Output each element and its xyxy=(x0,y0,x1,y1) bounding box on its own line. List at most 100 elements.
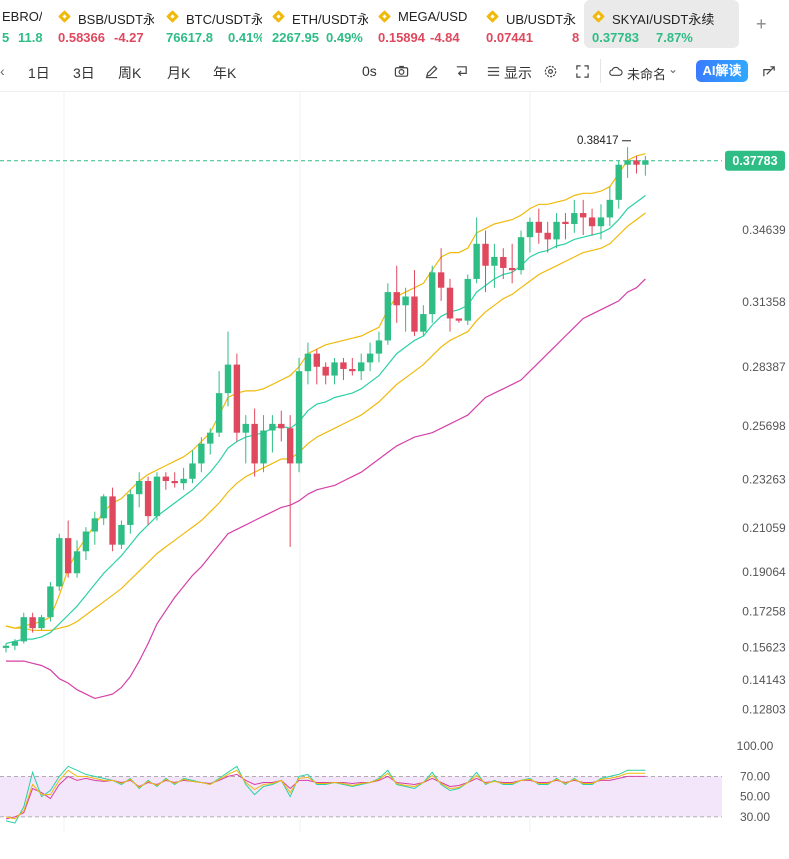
tab-symbol: EBRO/U xyxy=(2,9,42,24)
candle-body xyxy=(233,364,241,433)
timeframe-year[interactable]: 年K xyxy=(213,65,237,81)
coin-diamond-icon xyxy=(378,10,391,23)
candle-body xyxy=(455,318,463,321)
candle-body xyxy=(384,292,392,341)
timeframe-week[interactable]: 周K xyxy=(118,65,142,81)
candle-body xyxy=(366,353,374,363)
tab-change: 11.8 xyxy=(18,30,42,45)
fullscreen-icon[interactable] xyxy=(575,64,590,79)
candle-body xyxy=(127,494,134,525)
candle-body xyxy=(500,256,507,268)
candle-body xyxy=(2,645,10,648)
y-tick-label: 0.15623 xyxy=(742,640,786,654)
tab-change: 0.41% xyxy=(228,30,262,45)
candle-body xyxy=(358,362,365,372)
candle-body xyxy=(260,430,267,464)
rsi-line-3 xyxy=(5,769,646,820)
candle-body xyxy=(118,524,125,545)
tab-change: 0.49% xyxy=(326,30,363,45)
tab-symbol: MEGA/USD xyxy=(398,9,468,24)
y-tick-label: 0.25698 xyxy=(742,419,786,433)
tab-change: 7.87% xyxy=(656,30,693,45)
candle-body xyxy=(73,551,81,574)
y-tick-label: 0.31358 xyxy=(742,295,786,309)
candle-body xyxy=(544,232,551,240)
candle-body xyxy=(642,160,649,165)
share-icon[interactable] xyxy=(762,64,777,79)
tab-price: 0.15894 xyxy=(378,30,425,45)
candle-body xyxy=(402,296,409,306)
rsi-tick-label: 70.00 xyxy=(740,769,770,783)
market-tab-4[interactable]: MEGA/USD 0.15894 -4.84 xyxy=(378,0,474,48)
coin-diamond-icon xyxy=(486,10,499,23)
candle-body xyxy=(207,432,214,444)
candle-body xyxy=(517,237,525,271)
replay-icon[interactable] xyxy=(454,64,469,79)
ma-line xyxy=(5,212,646,631)
candle-body xyxy=(180,478,187,484)
settings-gear-icon[interactable] xyxy=(543,64,558,79)
candle-body xyxy=(597,217,605,227)
candle-body xyxy=(535,221,542,233)
boll-mid-line xyxy=(5,195,646,645)
candle-body xyxy=(64,538,72,574)
candle-body xyxy=(109,496,116,545)
candle-body xyxy=(189,463,196,479)
template-name[interactable]: 未命名 xyxy=(627,67,667,82)
timeframe-month[interactable]: 月K xyxy=(167,65,191,81)
candle-body xyxy=(420,314,427,332)
y-tick-label: 0.19064 xyxy=(742,565,786,579)
tab-price: 0.58366 xyxy=(58,30,105,45)
countdown-label[interactable]: 0s xyxy=(362,63,377,79)
pencil-icon[interactable] xyxy=(424,64,439,79)
candle-body xyxy=(82,531,90,552)
display-label[interactable]: 显示 xyxy=(504,65,532,81)
candle-body xyxy=(171,481,178,484)
display-settings-icon[interactable] xyxy=(486,64,501,79)
coin-diamond-icon xyxy=(166,10,179,23)
market-tab-5[interactable]: UB/USDT永 0.07441 8.6% xyxy=(486,0,580,48)
timeframe-1d[interactable]: 1日 xyxy=(28,65,50,81)
candle-body xyxy=(242,423,249,433)
candle-body xyxy=(313,353,320,367)
candle-body xyxy=(571,213,578,225)
market-tab-0[interactable]: EBRO/U 5 11.8 xyxy=(0,0,42,48)
ai-interpret-button[interactable]: AI解读 xyxy=(696,60,748,82)
market-tab-2[interactable]: BTC/USDT永 76617.8 0.41% xyxy=(166,0,262,48)
candle-body xyxy=(269,423,276,431)
market-tab-1[interactable]: BSB/USDT永 0.58366 -4.27 xyxy=(58,0,154,48)
candle-body xyxy=(136,481,143,495)
candle-body xyxy=(224,364,232,394)
add-tab-button[interactable]: + xyxy=(756,14,767,34)
candle-body xyxy=(349,368,356,372)
candle-body xyxy=(615,164,622,200)
coin-diamond-icon xyxy=(272,10,285,23)
y-tick-label: 0.23263 xyxy=(742,473,786,487)
rsi-tick-label: 50.00 xyxy=(740,790,770,804)
tab-price: 0.07441 xyxy=(486,30,533,45)
market-tab-3[interactable]: ETH/USDT永 2267.95 0.49% xyxy=(272,0,368,48)
candle-body xyxy=(464,278,471,321)
candle-body xyxy=(100,496,107,519)
timeframe-3d[interactable]: 3日 xyxy=(73,65,95,81)
market-tab-6[interactable]: SKYAI/USDT永续 0.37783 7.87% xyxy=(584,0,739,48)
candle-body xyxy=(162,476,170,481)
candle-body xyxy=(91,518,98,532)
chevron-down-icon[interactable]: ⌄ xyxy=(668,62,679,76)
chevron-left-icon[interactable]: ‹ xyxy=(0,63,5,79)
y-tick-label: 0.21059 xyxy=(742,521,786,535)
candle-body xyxy=(322,366,329,376)
candle-body xyxy=(251,423,258,464)
y-tick-label: 0.17258 xyxy=(742,605,786,619)
tab-change: -4.27 xyxy=(114,30,144,45)
chart-toolbar: ‹ 1日 3日 周K 月K 年K 0s 显示 未命名 ⌄ AI解读 xyxy=(0,57,789,87)
tab-price: 5 xyxy=(2,30,10,45)
camera-icon[interactable] xyxy=(394,64,409,79)
candle-body xyxy=(429,272,436,315)
market-tabs-bar: EBRO/U 5 11.8 BSB/USDT永 0.58366 -4.27 BTC/USDT… xyxy=(0,0,789,52)
candle-body xyxy=(38,617,45,629)
candle-body xyxy=(588,217,596,227)
candle-body xyxy=(153,476,161,517)
candle-body xyxy=(482,243,489,266)
candlestick-chart[interactable]: 0.34639 0.31358 0.28387 0.25698 0.23263 0.210… xyxy=(0,92,789,859)
